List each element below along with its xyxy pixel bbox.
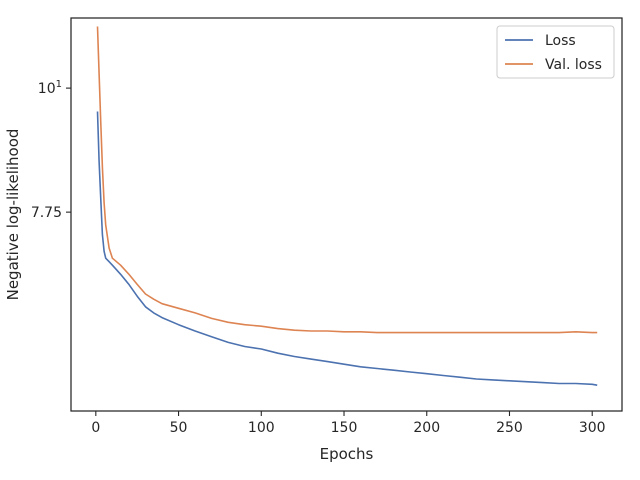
legend-label: Loss bbox=[545, 33, 576, 49]
x-tick-label: 150 bbox=[331, 420, 358, 436]
series-layer bbox=[96, 26, 598, 386]
y-tick-exponent: 1 bbox=[56, 79, 62, 90]
y-axis-label: Negative log-likelihood bbox=[4, 129, 22, 301]
x-tick-label: 250 bbox=[496, 420, 523, 436]
legend: Loss Val. loss bbox=[496, 25, 615, 79]
plot-frame bbox=[70, 17, 623, 412]
y-tick-label: 101 bbox=[38, 79, 62, 97]
x-tick-label: 50 bbox=[170, 420, 188, 436]
y-tick-label: 7.75 bbox=[31, 205, 62, 221]
x-axis-ticks: 0 50 100 150 200 250 300 bbox=[91, 411, 606, 436]
y-axis-ticks: 7.75 101 bbox=[31, 79, 71, 221]
x-tick-label: 100 bbox=[248, 420, 275, 436]
legend-label: Val. loss bbox=[545, 57, 602, 73]
legend-box bbox=[496, 25, 615, 79]
series-line-loss bbox=[96, 111, 598, 386]
x-tick-label: 0 bbox=[91, 420, 100, 436]
x-tick-label: 200 bbox=[413, 420, 440, 436]
plot-area bbox=[70, 17, 623, 412]
x-axis-label: Epochs bbox=[320, 445, 374, 463]
x-tick-label: 300 bbox=[579, 420, 606, 436]
series-line-val-loss bbox=[96, 26, 598, 334]
